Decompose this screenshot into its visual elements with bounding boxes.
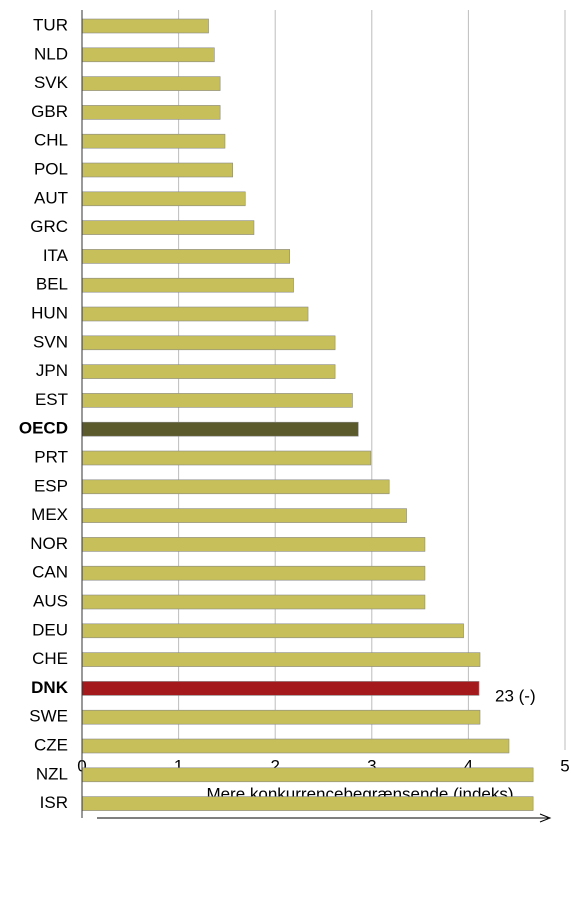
bar [81, 565, 426, 581]
bar [81, 162, 233, 178]
y-tick-label: OECD [19, 419, 68, 438]
x-tick-label: 4 [464, 756, 473, 775]
y-tick-label: ITA [43, 246, 69, 265]
bar [81, 249, 290, 264]
bar [81, 364, 336, 379]
y-tick-label: BEL [36, 275, 68, 294]
x-tick-label: 2 [270, 756, 279, 775]
bar [81, 47, 215, 63]
y-tick-label: CZE [34, 735, 68, 754]
x-tick-label: 1 [174, 756, 183, 775]
y-tick-label: DEU [32, 620, 68, 639]
bar [81, 277, 294, 293]
bar [81, 450, 372, 466]
y-tick-label: AUT [34, 188, 68, 207]
bar [81, 681, 480, 696]
bar [81, 105, 221, 120]
y-tick-label: EST [35, 390, 68, 409]
y-tick-label: NOR [30, 534, 68, 553]
annotation: 23 (-) [495, 686, 536, 705]
y-tick-label: PRT [34, 447, 68, 466]
bar [81, 738, 510, 754]
y-tick-label: POL [34, 159, 68, 178]
y-tick-label: DNK [31, 678, 69, 697]
bar [81, 18, 209, 34]
bar [81, 133, 226, 149]
bar [81, 421, 359, 437]
x-tick-label: 5 [560, 756, 569, 775]
y-tick-label: CHL [34, 131, 68, 150]
y-tick-label: TUR [33, 15, 68, 34]
arrow-head [539, 813, 552, 823]
y-tick-label: NZL [36, 764, 68, 783]
bar [81, 76, 221, 91]
y-tick-label: GRC [30, 217, 68, 236]
y-tick-label: SVK [34, 73, 69, 92]
bar [81, 652, 481, 667]
bar [81, 594, 426, 610]
y-tick-label: SVN [33, 332, 68, 351]
bar [81, 191, 246, 207]
bar [81, 537, 426, 552]
y-tick-label: MEX [31, 505, 68, 524]
y-tick-label: CAN [32, 563, 68, 582]
bar [81, 508, 407, 523]
y-tick-label: GBR [31, 102, 68, 121]
bar [81, 393, 353, 408]
bar [81, 479, 390, 495]
y-tick-label: ISR [40, 793, 68, 812]
bar [81, 709, 481, 725]
bar [81, 767, 534, 783]
bar [81, 796, 534, 811]
y-tick-label: ESP [34, 476, 68, 495]
bar [81, 220, 255, 235]
y-tick-label: CHE [32, 649, 68, 668]
y-tick-label: NLD [34, 44, 68, 63]
y-tick-label: AUS [33, 591, 68, 610]
y-tick-label: SWE [29, 707, 68, 726]
x-tick-label: 3 [367, 756, 376, 775]
bar [81, 623, 464, 639]
bar [81, 335, 336, 351]
y-tick-label: JPN [36, 361, 68, 380]
y-tick-label: HUN [31, 303, 68, 322]
bar [81, 306, 309, 322]
